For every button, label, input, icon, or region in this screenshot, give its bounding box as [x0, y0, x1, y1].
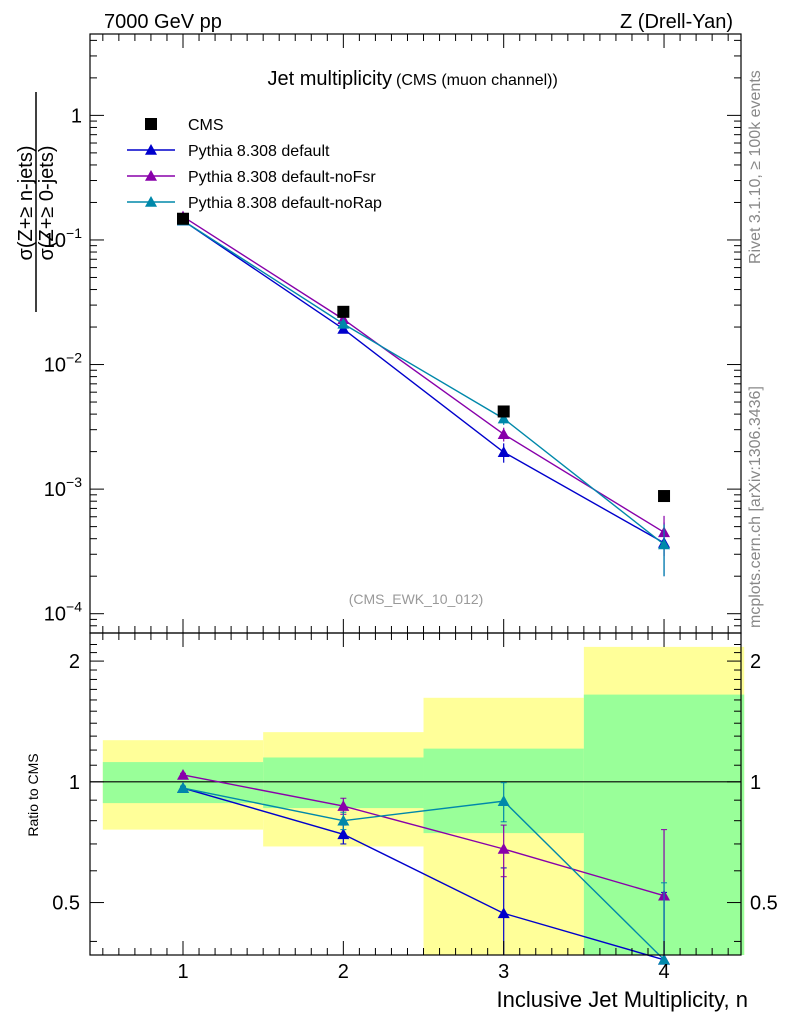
legend-marker-3 — [145, 196, 157, 207]
y-axis-label-denominator: σ(Z+≥ 0-jets) — [36, 146, 58, 261]
ratio-3-point-2 — [337, 814, 350, 826]
x-axis-label: Inclusive Jet Multiplicity, n — [497, 987, 748, 1012]
ratio-uncertainty-bands — [90, 646, 745, 955]
chart-subtitle: (CMS (muon channel)) — [396, 72, 558, 89]
series-line-2 — [182, 216, 665, 533]
series-3-point-2 — [337, 317, 350, 329]
series-1-point-3 — [497, 446, 510, 457]
xtick-label-4: 4 — [658, 961, 669, 983]
ratio-line-1 — [182, 787, 665, 961]
ratio-line-2 — [182, 774, 665, 897]
ratio-ytick-label-right-3: 2 — [750, 651, 761, 673]
tick-labels: 1 10−1 10−2 10−3 10−4 0.5 0.5 1 1 2 2 1 2 3 4 — [44, 105, 778, 983]
y-axis-label-numerator: σ(Z+≥ n-jets) — [15, 146, 37, 261]
legend-label-0: CMS — [188, 117, 224, 134]
ratio-1-point-2 — [337, 828, 350, 840]
analysis-tag: (CMS_EWK_10_012) — [349, 591, 484, 607]
ratio-ytick-label-left-1: 0.5 — [52, 893, 80, 915]
ratio-ytick-label-right-2: 1 — [750, 772, 761, 794]
ratio-2-point-3 — [497, 842, 510, 854]
legend: CMS Pythia 8.308 default Pythia 8.308 defa… — [127, 117, 382, 212]
rivet-version-label: Rivet 3.1.10, ≥ 100k events — [747, 70, 764, 264]
ratio-1-point-3 — [497, 907, 510, 919]
process-label: Z (Drell-Yan) — [620, 11, 733, 33]
cms-data-point-4 — [658, 490, 671, 503]
series-line-3 — [182, 220, 665, 545]
ratio-axis-label: Ratio to CMS — [25, 753, 41, 836]
source-label: mcplots.cern.ch [arXiv:1306.3436] — [747, 386, 764, 628]
series-2-point-3 — [497, 428, 510, 439]
main-ytick-label-3: 10−2 — [44, 350, 82, 377]
ratio-3-point-1 — [177, 782, 189, 793]
ratio-panel-series — [177, 768, 671, 965]
series-3-point-4 — [658, 538, 671, 550]
main-ytick-label-5: 10−4 — [44, 599, 82, 626]
axes — [89, 33, 742, 956]
ratio-ytick-label-left-2: 1 — [69, 772, 80, 794]
ratio-3-point-3 — [497, 795, 510, 806]
cms-data-point-3 — [497, 405, 510, 418]
energy-label: 7000 GeV pp — [104, 11, 222, 33]
series-3-point-3 — [497, 412, 510, 424]
legend-label-2: Pythia 8.308 default-noFsr — [188, 169, 376, 186]
cms-data-point-1 — [177, 212, 189, 225]
series-line-1 — [182, 220, 665, 544]
main-panel-series — [177, 210, 671, 577]
chart-title: Jet multiplicity (CMS (muon channel)) — [268, 68, 558, 90]
legend-marker-2 — [145, 170, 157, 181]
ratio-panel-frame — [89, 632, 742, 956]
main-ytick-label-2: 10−1 — [44, 225, 82, 252]
legend-marker-cms — [145, 118, 157, 130]
legend-label-3: Pythia 8.308 default-noRap — [188, 195, 382, 212]
xtick-label-1: 1 — [177, 961, 188, 983]
ratio-3-point-4 — [658, 953, 671, 965]
xtick-label-3: 3 — [498, 961, 509, 983]
legend-label-1: Pythia 8.308 default — [188, 143, 330, 160]
legend-marker-1 — [145, 144, 157, 155]
ratio-ytick-label-right-1: 0.5 — [750, 893, 778, 915]
ratio-ytick-label-left-3: 2 — [69, 651, 80, 673]
xtick-label-2: 2 — [338, 961, 349, 983]
main-ytick-label-1: 1 — [71, 105, 82, 127]
ratio-2-point-1 — [177, 768, 189, 780]
ratio-2-point-2 — [337, 800, 350, 811]
ratio-line-3 — [182, 787, 665, 961]
cms-data-point-2 — [337, 305, 350, 318]
chart-title-main: Jet multiplicity — [268, 68, 392, 90]
main-ytick-label-4: 10−3 — [44, 474, 82, 501]
